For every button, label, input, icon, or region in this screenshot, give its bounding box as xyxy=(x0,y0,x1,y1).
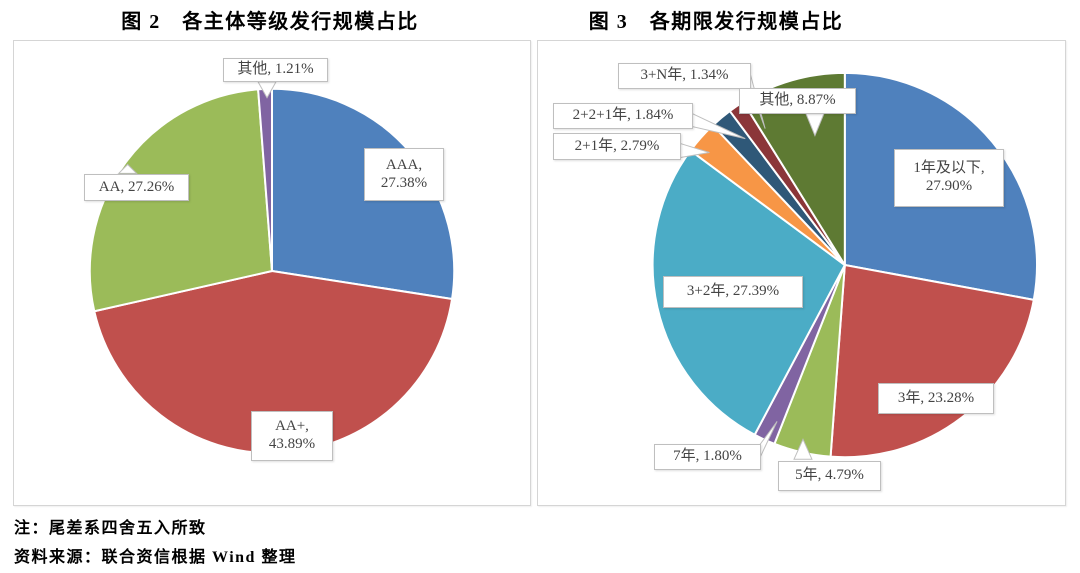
data-label: 其他, 1.21% xyxy=(223,58,328,82)
chart-panel-rating: AAA, 27.38% AA+, 43.89% AA, 27.26% 其他, 1.21% xyxy=(13,40,531,506)
data-label: AAA, 27.38% xyxy=(364,148,444,201)
data-label: AA, 27.26% xyxy=(84,174,189,201)
data-label-line: 2+2+1年, 1.84% xyxy=(572,107,674,124)
data-label: 5年, 4.79% xyxy=(778,461,881,491)
chart-title-maturity: 图 3 各期限发行规模占比 xyxy=(588,11,844,33)
data-label-line: 5年, 4.79% xyxy=(795,467,864,484)
data-label: 3年, 23.28% xyxy=(878,383,994,414)
data-label-line: 3年, 23.28% xyxy=(897,389,975,406)
charts-container: AAA, 27.38% AA+, 43.89% AA, 27.26% 其他, 1.21% … xyxy=(13,40,1066,506)
label-callout-pointer xyxy=(793,438,813,460)
label-callout-pointer xyxy=(117,163,138,174)
data-label: 7年, 1.80% xyxy=(654,444,761,470)
data-label: 1年及以下, 27.90% xyxy=(894,149,1004,207)
footnote-rounding: 注：尾差系四舍五入所致 xyxy=(14,520,207,537)
data-label: AA+, 43.89% xyxy=(251,411,333,461)
data-label-line: 27.90% xyxy=(925,178,973,194)
data-label-line: 27.38% xyxy=(380,174,428,191)
data-label-line: 其他, 1.21% xyxy=(237,61,314,78)
data-label: 其他, 8.87% xyxy=(739,88,856,114)
data-label-line: 其他, 8.87% xyxy=(759,92,836,109)
data-label-line: 3+N年, 1.34% xyxy=(640,67,729,84)
data-label-line: AA+, xyxy=(275,418,309,435)
data-source-note: 资料来源：联合资信根据 Wind 整理 xyxy=(14,549,297,566)
data-label: 3+2年, 27.39% xyxy=(663,276,803,308)
data-label-line: 1年及以下, xyxy=(913,160,985,177)
data-label-line: 3+2年, 27.39% xyxy=(686,283,780,300)
data-label: 2+1年, 2.79% xyxy=(553,133,681,160)
data-label: 3+N年, 1.34% xyxy=(618,63,751,89)
data-label-line: AA, 27.26% xyxy=(98,178,175,195)
data-label-line: 7年, 1.80% xyxy=(673,448,742,465)
data-label-line: 2+1年, 2.79% xyxy=(574,137,660,154)
chart-title-rating: 图 2 各主体等级发行规模占比 xyxy=(121,11,419,33)
data-label-line: AAA, xyxy=(385,156,423,173)
data-label-line: 43.89% xyxy=(268,436,316,452)
chart-panel-maturity: 1年及以下, 27.90% 3年, 23.28% 5年, 4.79% 7年, 1.80%… xyxy=(537,40,1066,506)
data-label: 2+2+1年, 1.84% xyxy=(553,103,693,129)
pie-slice-3年 xyxy=(829,264,1035,459)
